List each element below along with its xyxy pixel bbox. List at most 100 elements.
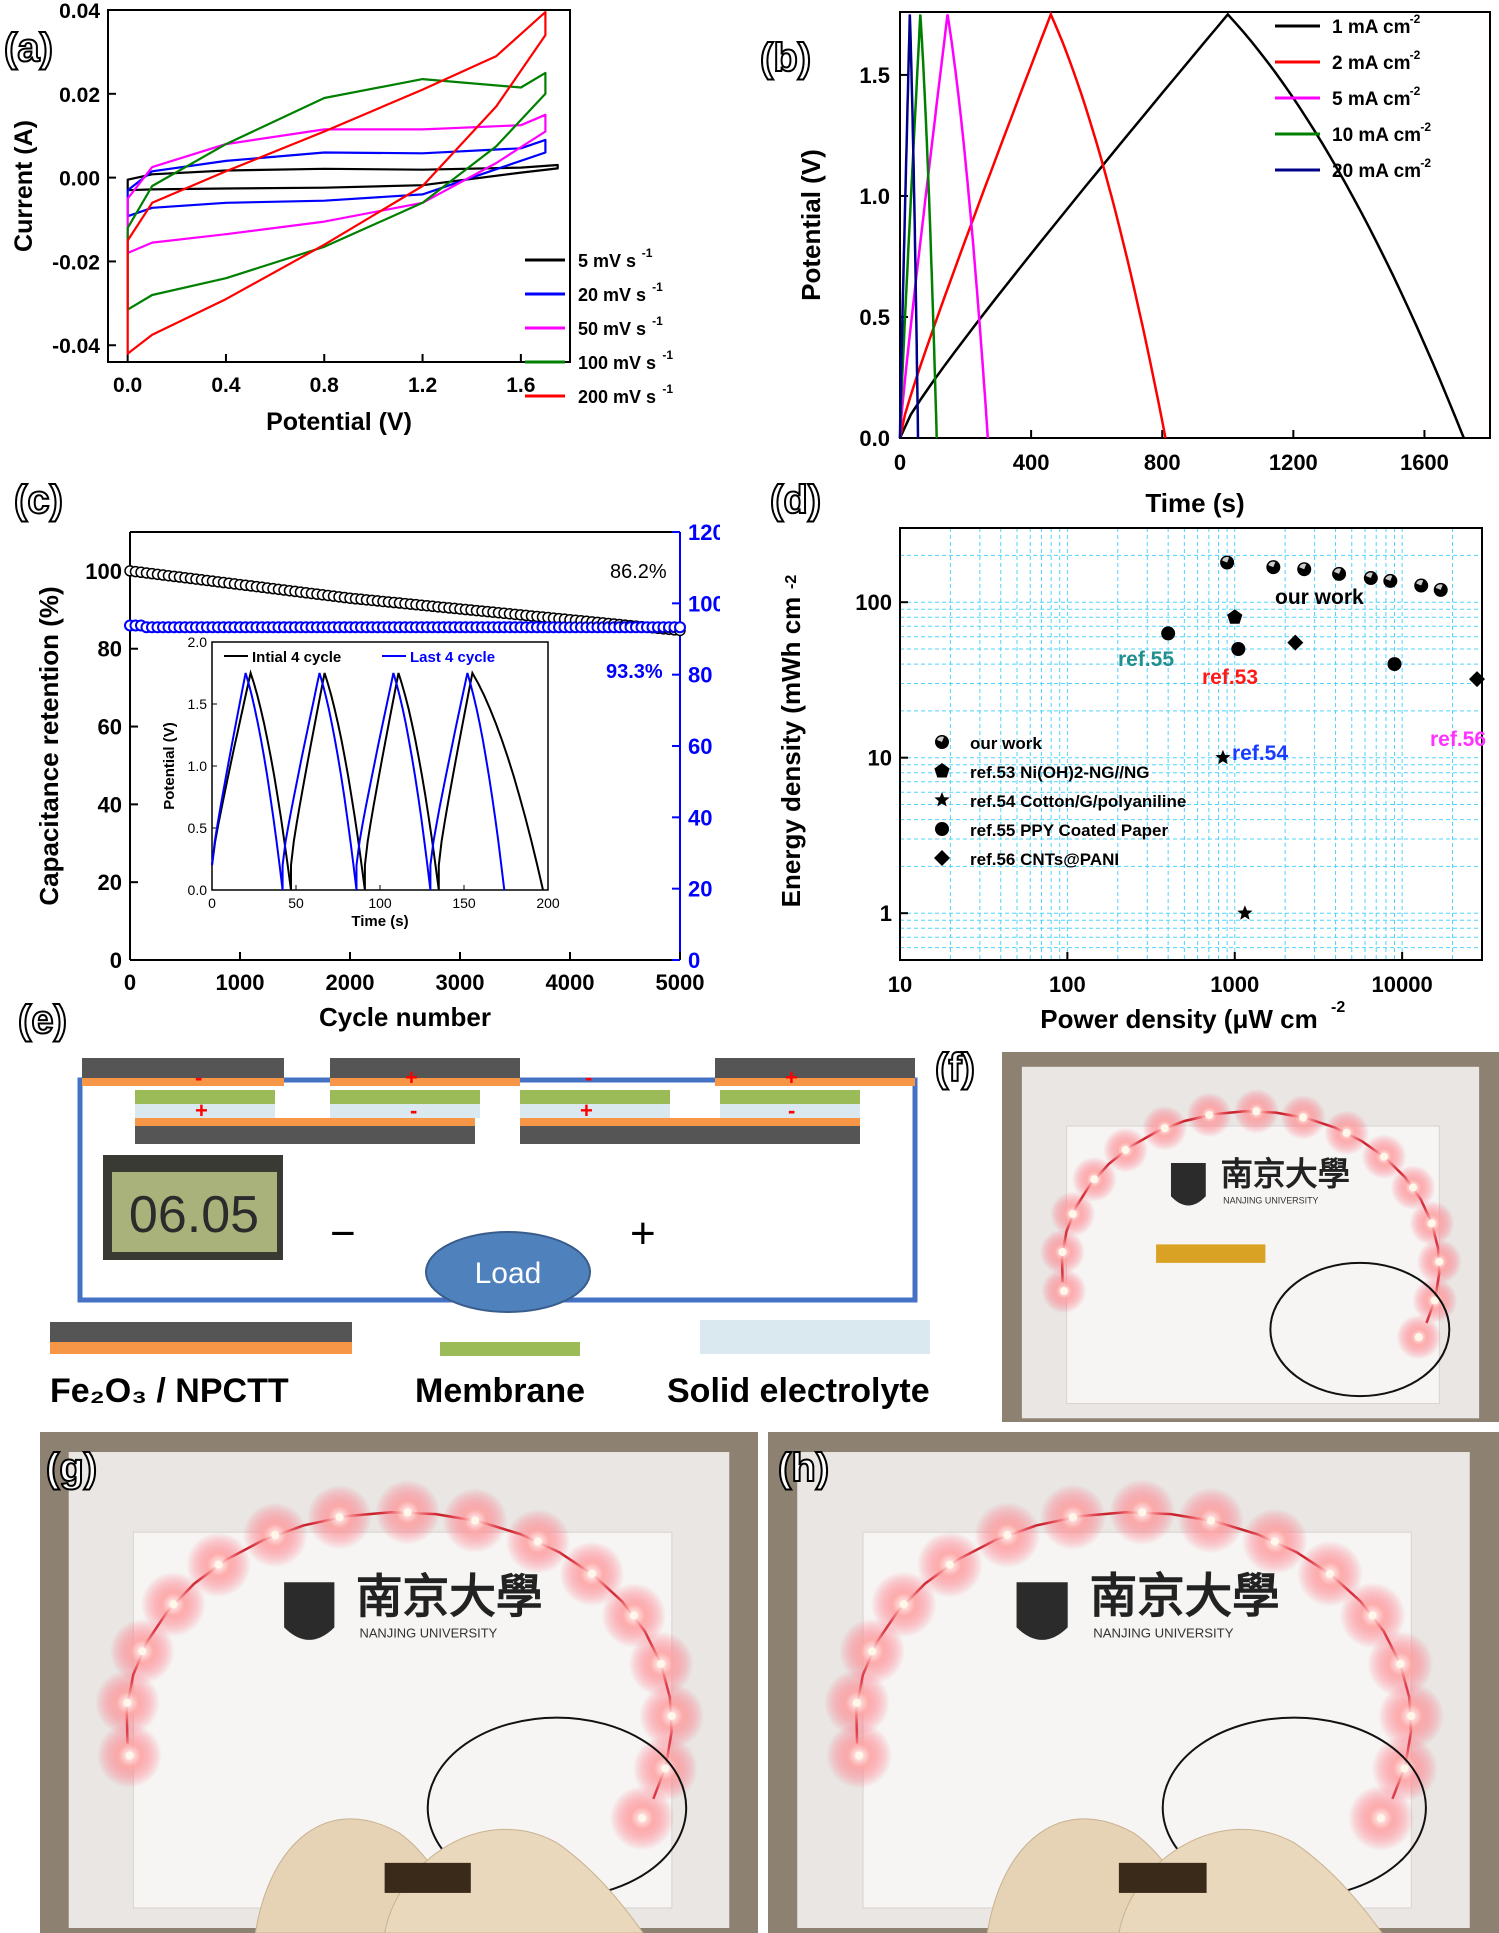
led [1160,1124,1169,1133]
cell-sign-6: + [580,1098,593,1123]
legend-electrode [50,1322,352,1354]
university-name-en: NANJING UNIVERSITY [360,1625,498,1640]
led [1068,1209,1077,1218]
y-tick-label: 100 [855,590,892,615]
led [1068,1513,1077,1522]
panel-h-label: (h) [777,1445,830,1491]
inset-curve-1 [211,672,506,891]
y-axis-exp: -2 [783,575,800,589]
cell-sign-5: - [585,1065,592,1090]
x-axis-label: Potential (V) [266,408,412,436]
y2-tick-label: 100 [688,591,720,616]
annotation-our-work: our work [1275,586,1364,609]
device [384,1862,471,1893]
panel-g-label: (g) [45,1445,98,1491]
panel-d-ragone-chart: 10 100 1000 10000 1 10 100 Power density (μW cm… [776,527,1486,1034]
led [125,1751,134,1760]
photo-f: 南京大學 NANJING UNIVERSITY [1002,1052,1499,1422]
panel-a-label: (a) [3,25,54,71]
inset-x-tick-label: 0 [208,895,216,911]
led [1299,1113,1308,1122]
legend-membrane [440,1342,580,1356]
inset-x-tick-label: 200 [536,895,560,911]
marker-highlight [1268,561,1276,568]
legend-exp-3: -1 [662,348,673,362]
led [1090,1175,1099,1184]
led [852,1698,861,1707]
data-point-2 [1215,749,1231,765]
y-tick-label: 60 [98,715,122,740]
cell-sign-1: - [195,1065,202,1090]
cell-sign-8: - [788,1098,795,1123]
led [1414,1333,1423,1342]
led [1377,1814,1386,1823]
led [1206,1516,1215,1525]
led [661,1764,670,1773]
led [533,1537,542,1546]
legend-exp-0: -1 [642,246,653,260]
data-point-4 [1287,634,1304,651]
electrode-top-2 [330,1058,520,1086]
legend-membrane-label: Membrane [415,1372,585,1410]
cv-curve-2 [126,113,547,255]
inset-legend-label-1: Last 4 cycle [410,649,495,666]
load-ellipse [425,1231,591,1313]
legend-electrode-label: Fe₂O₃ / NPCTT [50,1372,289,1410]
panel-d-label: (d) [769,477,822,523]
inset-x-tick-label: 150 [452,895,476,911]
led [899,1600,908,1609]
y-tick-label: 0 [110,948,122,973]
terminal-plus: + [630,1209,656,1258]
university-name-cn: 南京大學 [356,1570,543,1622]
panel-c-label: (c) [13,477,64,523]
panel-e-schematic: - + + - - + + - 06.05 − + Load Fe₂O₃ / N… [50,1058,930,1410]
x-tick-label: 4000 [546,970,595,995]
university-name-cn: 南京大學 [1090,1570,1280,1623]
legend-exp-3: -2 [1420,120,1431,134]
x-tick-label: 800 [1144,450,1181,475]
inset-y-tick-label: 0.0 [188,882,208,898]
legend-label-3: ref.55 PPY Coated Paper [970,821,1168,840]
x-tick-label: 0.0 [113,374,142,397]
photo-h-illustration: 南京大學 NANJING UNIVERSITY [768,1432,1499,1933]
y-tick-label: -0.04 [52,335,100,358]
cell-sign-3: + [405,1065,418,1090]
gcd-curve-1 [898,11,1167,439]
led [1121,1146,1130,1155]
x-tick-label: 1600 [1400,450,1449,475]
legend-label-1: ref.53 Ni(OH)2-NG//NG [970,763,1149,782]
led [138,1647,147,1656]
marker-highlight [1222,556,1230,563]
electrode-bottom-1 [135,1118,475,1144]
x-tick-label: 1000 [216,970,265,995]
university-seal [1016,1582,1068,1640]
y-axis-label: Potential (V) [796,149,826,301]
plot-frame [899,11,1491,439]
y-tick-label: 1 [880,901,892,926]
photo-g: 南京大學 NANJING UNIVERSITY [40,1432,758,1933]
legend-exp-1: -2 [1410,48,1421,62]
led [1270,1537,1279,1546]
y2-tick-label: 60 [688,734,712,759]
data-point-0 [1297,562,1312,577]
legend-label-0: 5 mV s [578,251,636,271]
legend-label-1: 20 mV s [578,285,646,305]
data-point-0 [1332,566,1347,581]
x-tick-label: 5000 [656,970,705,995]
led [657,1659,666,1668]
y-axis-label: Current (A) [10,120,38,252]
x-tick-label: 400 [1013,450,1050,475]
x-tick-label: 10000 [1372,972,1433,997]
led [271,1531,280,1540]
legend-exp-2: -2 [1410,84,1421,98]
y2-tick-label: 0 [688,948,700,973]
y-tick-label: 0.0 [859,426,890,451]
multimeter: 06.05 [103,1155,283,1260]
y-tick-label: -0.02 [52,251,100,274]
led [123,1698,132,1707]
data-point-3 [1161,626,1176,641]
university-name-cn: 南京大學 [1221,1156,1350,1192]
legend-label-0: 1 mA cm [1332,17,1411,38]
y-axis-label: Capacitance retention (%) [34,586,64,905]
led [1205,1110,1214,1119]
